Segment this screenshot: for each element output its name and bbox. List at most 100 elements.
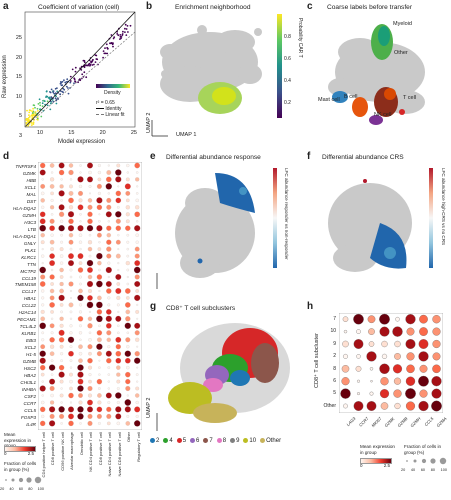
dot (405, 388, 416, 399)
dot (86, 406, 93, 413)
density-point (32, 122, 35, 125)
a-ytick: 15 (15, 74, 22, 80)
legend-label: 6 (196, 438, 200, 445)
panel-g-cluster-8 (203, 378, 223, 392)
dot (87, 274, 93, 280)
dot (88, 170, 92, 175)
density-point (29, 109, 32, 112)
dot (106, 170, 112, 175)
gene-label: GZMB (22, 359, 36, 365)
density-point (74, 80, 76, 82)
dot (106, 357, 112, 364)
dot (41, 296, 45, 300)
dot (106, 246, 112, 252)
density-point (124, 23, 127, 26)
dot (39, 350, 46, 357)
dot (340, 388, 351, 399)
dot (431, 388, 442, 399)
dot (79, 275, 82, 279)
dot (39, 162, 46, 169)
gene-label: PECAM1 (17, 317, 36, 323)
dot (39, 385, 46, 392)
dot (126, 345, 130, 349)
density-point (65, 85, 68, 88)
dot (105, 350, 112, 357)
panel-c-label-nk: NK cell (374, 112, 392, 118)
dot (405, 401, 416, 411)
density-point (91, 59, 94, 62)
dot (40, 191, 45, 196)
row-label: Other (323, 402, 336, 409)
dot (96, 301, 103, 309)
dot (50, 400, 55, 405)
dot (125, 177, 130, 182)
dot (134, 260, 141, 266)
panel-a-label: a (3, 1, 9, 12)
dot (126, 268, 130, 272)
dot (395, 316, 400, 322)
dot (49, 218, 55, 224)
dot (126, 275, 129, 278)
dot (105, 315, 112, 322)
density-point (45, 90, 48, 93)
legend-swatch (243, 438, 249, 443)
dot (392, 326, 403, 337)
dot (134, 280, 141, 287)
panel-h-dots (340, 313, 442, 412)
dot (96, 406, 103, 413)
dot (68, 260, 75, 267)
panel-g-cluster-7 (251, 343, 279, 383)
dot (134, 393, 140, 398)
dot (419, 364, 428, 373)
dot (59, 288, 64, 294)
legend-item-10: 10 (243, 438, 256, 444)
dot (105, 266, 112, 274)
dot (39, 211, 46, 218)
density-point (93, 63, 95, 66)
gene-label: MAL (26, 191, 36, 197)
dot (49, 260, 56, 266)
panel-h-frac-circles (406, 457, 447, 465)
density-point (37, 103, 40, 105)
panel-d-legend-expr: Mean expression in group (4, 432, 32, 448)
dot (105, 183, 113, 190)
d-expr-tick: 0 (4, 451, 7, 456)
legend-item-6: 6 (190, 438, 199, 444)
dot (78, 393, 83, 398)
dot (78, 351, 83, 356)
dot (117, 268, 120, 271)
panel-h-legend-expr: Mean expression in group (360, 444, 395, 455)
density-point (31, 114, 34, 117)
gene-label: EBI3 (26, 338, 36, 344)
density-point (119, 38, 121, 40)
dot (115, 273, 122, 280)
dot (60, 310, 63, 314)
dot (87, 218, 93, 225)
density-point (50, 96, 53, 98)
density-point (73, 77, 76, 80)
gene-label: INHBA (21, 387, 36, 392)
dot (126, 163, 130, 168)
panel-c-other-dot (399, 109, 405, 115)
dot (117, 205, 120, 209)
legend-label: 4 (169, 438, 173, 445)
density-point (91, 64, 94, 66)
dot (380, 377, 389, 386)
density-point (28, 111, 31, 114)
dot (50, 198, 54, 202)
dot (405, 339, 416, 349)
density-point (40, 115, 43, 118)
gene-label: TTN (27, 261, 36, 267)
panel-b-colorbar (277, 14, 282, 118)
dot (124, 322, 132, 329)
dot (60, 219, 64, 223)
dot (69, 275, 73, 279)
dot (96, 183, 102, 189)
dot (87, 198, 93, 203)
panel-c-label-other: Other (394, 50, 408, 56)
dot (50, 191, 54, 196)
row-label: 10 (330, 328, 336, 335)
dot (379, 363, 390, 374)
dot (125, 421, 131, 426)
dot (136, 366, 139, 369)
